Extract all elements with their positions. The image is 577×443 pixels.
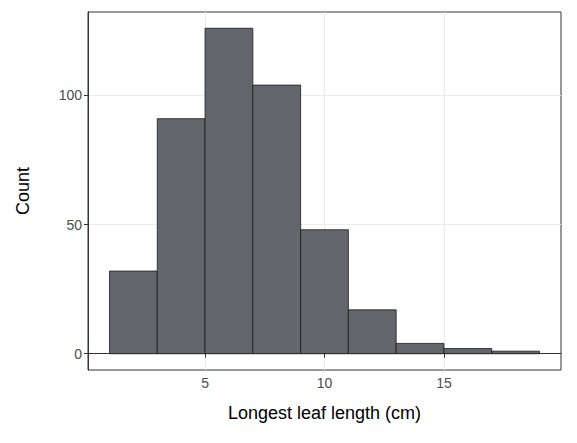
svg-text:5: 5 — [201, 375, 209, 391]
svg-text:15: 15 — [436, 375, 452, 391]
svg-text:0: 0 — [74, 346, 82, 362]
svg-text:100: 100 — [59, 87, 83, 103]
svg-text:Count: Count — [13, 167, 33, 215]
svg-text:50: 50 — [66, 217, 82, 233]
svg-text:10: 10 — [317, 375, 333, 391]
svg-text:Longest leaf length (cm): Longest leaf length (cm) — [228, 403, 421, 423]
